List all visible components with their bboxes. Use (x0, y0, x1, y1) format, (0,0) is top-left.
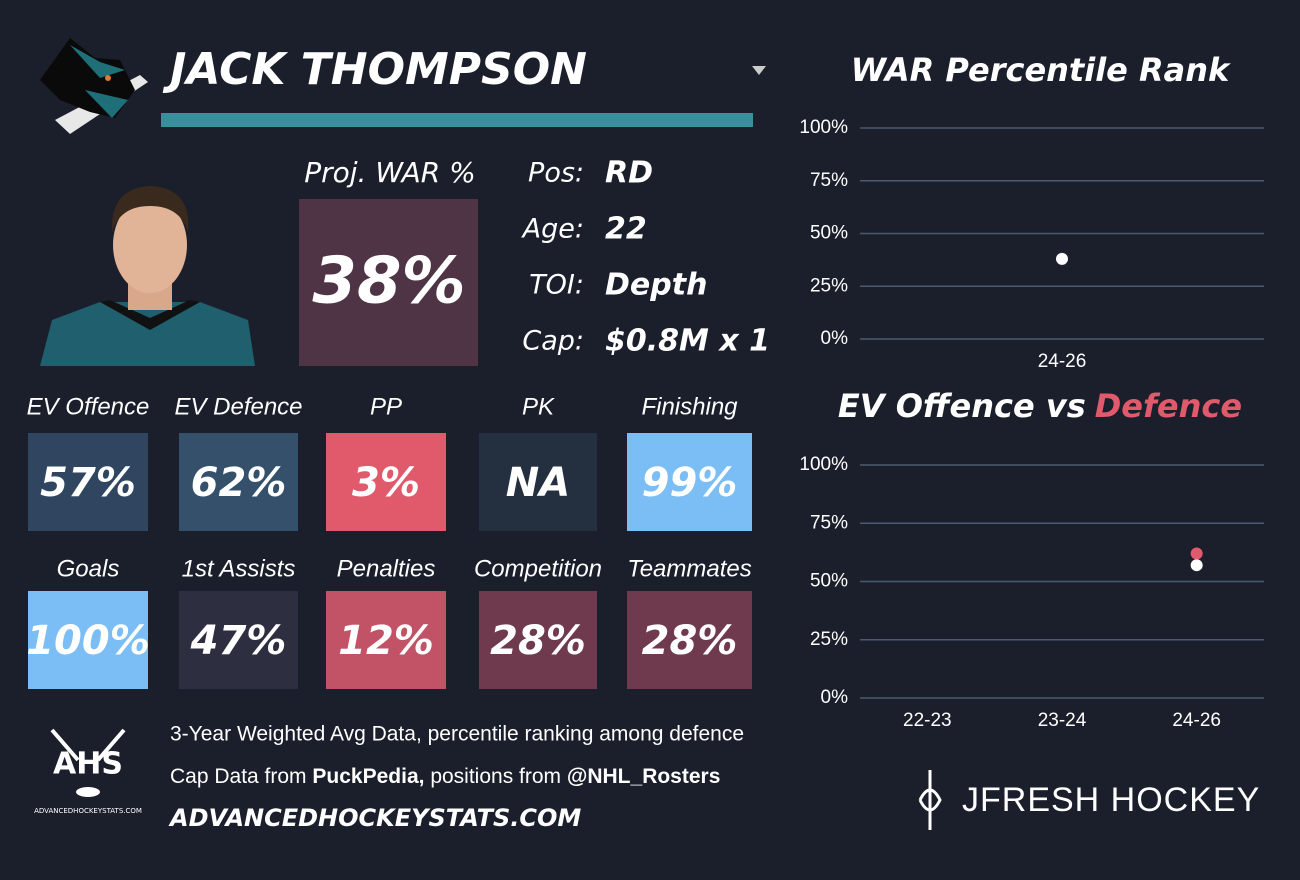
y-tick-label: 25% (810, 629, 848, 650)
point (1190, 547, 1203, 560)
stat-label: Penalties (337, 555, 436, 582)
y-tick-label: 50% (810, 223, 848, 244)
stat-value: 62% (191, 460, 287, 506)
proj-label: Proj. WAR % (304, 156, 476, 189)
proj-value: 38% (312, 245, 465, 319)
y-tick-label: 100% (799, 454, 848, 475)
stat-value: 99% (642, 460, 738, 506)
stat-label: 1st Assists (182, 555, 296, 582)
chart-title: WAR Percentile Rank (851, 51, 1231, 89)
stat-box (627, 433, 752, 531)
y-tick-label: 0% (821, 328, 849, 349)
point (1190, 559, 1203, 572)
stat-label: PK (522, 393, 555, 420)
stat-box (179, 433, 298, 531)
ahs-logo: AHS ADVANCEDHOCKEYSTATS.COM (34, 728, 142, 815)
stat-label: Competition (474, 555, 602, 582)
stat-label: PP (370, 393, 402, 420)
stat-box (28, 591, 148, 689)
stat-box (326, 591, 446, 689)
stat-value: 12% (338, 618, 434, 664)
stat-value: 28% (642, 618, 738, 664)
dropdown-arrow[interactable] (752, 66, 766, 75)
stat-label: Goals (57, 555, 120, 582)
footer-note: 3-Year Weighted Avg Data, percentile ran… (170, 723, 744, 746)
brand: JFRESH HOCKEY (962, 781, 1260, 819)
player-photo (40, 186, 255, 366)
title-part: EV Offence vs (838, 387, 1086, 425)
point (1056, 252, 1068, 265)
ahs-text: AHS (53, 747, 123, 782)
chart-title: EV Offence vs Defence (838, 387, 1242, 425)
info-value: 22 (605, 212, 647, 247)
y-tick-label: 25% (810, 275, 848, 296)
x-tick-label: 23-24 (1038, 710, 1087, 731)
stat-box (479, 591, 597, 689)
y-tick-label: 0% (821, 687, 849, 708)
stats: EV Offence 57% EV Defence 62% PP 3% PK NA Finish… (26, 393, 752, 689)
team-bar (161, 113, 753, 127)
source-text: Cap Data from (170, 765, 307, 788)
stat-box (627, 591, 752, 689)
ahs-caption: ADVANCEDHOCKEYSTATS.COM (34, 807, 142, 815)
x-tick-label: 24-26 (1038, 351, 1087, 372)
charts: WAR Percentile Rank 0% 25% 50% 75% 100% 24-26 E… (799, 51, 1264, 731)
info-label: Age: (521, 214, 584, 245)
brand-logo (918, 770, 942, 830)
stat-label: Finishing (641, 393, 738, 420)
stat-value: 47% (190, 618, 287, 664)
stat-box (479, 433, 597, 531)
stat-value: 3% (352, 460, 420, 506)
y-tick-label: 75% (810, 170, 848, 191)
source-link: PuckPedia, (312, 765, 424, 788)
footer-site: ADVANCEDHOCKEYSTATS.COM (168, 804, 581, 832)
team-logo (40, 38, 148, 134)
y-tick-label: 75% (810, 512, 848, 533)
x-tick-label: 22-23 (903, 710, 952, 731)
stat-value: 57% (40, 460, 136, 506)
player-name: JACK THOMPSON (162, 44, 587, 95)
source-text: positions from (430, 765, 561, 788)
info: Pos: RD Age: 22 TOI: Depth Cap: $0.8M x 1 (521, 156, 770, 359)
stat-value: 100% (26, 618, 150, 664)
info-value: Depth (605, 268, 707, 303)
info-value: RD (605, 156, 653, 191)
stat-label: EV Defence (174, 393, 302, 420)
stat-box (326, 433, 446, 531)
stat-box (28, 433, 148, 531)
proj-box (299, 199, 478, 366)
info-value: $0.8M x 1 (605, 324, 770, 359)
stat-label: EV Offence (27, 393, 150, 420)
x-tick-label: 24-26 (1172, 710, 1221, 731)
footer-sources: Cap Data from PuckPedia, positions from … (170, 765, 720, 788)
source-link: @NHL_Rosters (567, 765, 721, 788)
y-tick-label: 100% (799, 117, 848, 138)
y-tick-label: 50% (810, 571, 848, 592)
info-label: Pos: (528, 158, 584, 189)
stat-label: Teammates (627, 555, 752, 582)
stat-value: 28% (490, 618, 586, 664)
info-label: Cap: (522, 326, 584, 357)
info-label: TOI: (529, 270, 584, 301)
title-part: Defence (1095, 387, 1242, 425)
stat-box (179, 591, 298, 689)
stat-value: NA (506, 460, 570, 506)
